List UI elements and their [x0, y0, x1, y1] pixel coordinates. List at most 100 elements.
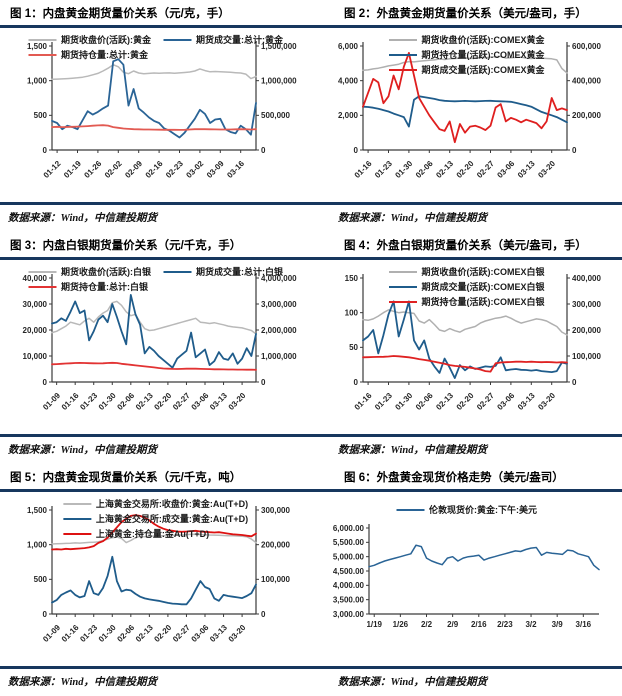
chart-3-title: 图 3：内盘白银期货量价关系（元/千克，手） [10, 240, 242, 252]
legend-entry: 期货成交量:总计:黄金 [163, 33, 283, 46]
svg-text:01-09: 01-09 [41, 623, 62, 644]
chart-3-plot: 0 10,000 20,000 30,000 40,000 0 1,000,000 2,000… [23, 274, 298, 412]
series-line [51, 533, 257, 545]
series-line [51, 124, 257, 131]
svg-text:02-16: 02-16 [144, 159, 165, 180]
svg-text:3/16: 3/16 [576, 620, 592, 629]
chart-5-legend: 上海黄金交易所:收盘价:黄金:Au(T+D) 上海黄金交易所:成交量:黄金:Au(… [62, 496, 248, 541]
svg-text:1/19: 1/19 [366, 620, 382, 629]
svg-text:01-16: 01-16 [60, 391, 81, 412]
svg-text:100,000: 100,000 [261, 575, 290, 584]
svg-text:03-06: 03-06 [190, 623, 211, 644]
series-line [362, 95, 568, 128]
svg-text:2,000: 2,000 [338, 111, 359, 120]
svg-text:03-06: 03-06 [495, 159, 516, 180]
legend-row: 期货收盘价(活跃):COMEX白银 [388, 264, 545, 279]
legend-entry: 期货持仓量(活跃):COMEX白银 [388, 295, 545, 308]
series-line [362, 309, 568, 336]
legend-entry: 期货收盘价(活跃):白银 [28, 265, 151, 278]
legend-line-swatch [28, 38, 56, 41]
svg-text:400,000: 400,000 [572, 76, 601, 85]
svg-text:200,000: 200,000 [261, 540, 290, 549]
svg-text:0: 0 [261, 610, 266, 619]
legend-row: 期货收盘价(活跃):黄金 期货成交量:总计:黄金 [28, 32, 283, 47]
svg-text:0: 0 [354, 146, 359, 155]
chart-5-plot: 0 500 1,000 1,500 0 100,000 200,000 300,000 01-0… [27, 506, 291, 644]
legend-entry: 伦敦现货价:黄金:下午:美元 [396, 503, 537, 516]
series-line [51, 555, 257, 606]
legend-row: 上海黄金交易所:收盘价:黄金:Au(T+D) [62, 496, 248, 511]
legend-row: 期货收盘价(活跃):COMEX黄金 [388, 32, 545, 47]
legend-label: 期货成交量(活跃):COMEX黄金 [421, 65, 545, 75]
series-line [51, 300, 257, 335]
svg-text:03-20: 03-20 [227, 623, 248, 644]
svg-text:100: 100 [345, 308, 359, 317]
svg-text:4,000,000: 4,000,000 [261, 274, 297, 283]
series-line [362, 300, 568, 379]
svg-text:300,000: 300,000 [572, 300, 601, 309]
svg-text:30,000: 30,000 [23, 300, 48, 309]
svg-text:01-16: 01-16 [353, 159, 374, 180]
svg-text:1,500,000: 1,500,000 [261, 42, 297, 51]
legend-label: 伦敦现货价:黄金:下午:美元 [429, 505, 537, 515]
source-row-2: 数据来源：Wind，中信建投期货 数据来源：Wind，中信建投期货 [0, 434, 622, 464]
svg-text:0: 0 [43, 146, 48, 155]
svg-text:01-30: 01-30 [97, 623, 118, 644]
svg-text:02-13: 02-13 [134, 391, 155, 412]
svg-text:01-12: 01-12 [42, 159, 63, 180]
svg-text:6,000.00: 6,000.00 [333, 524, 365, 533]
svg-text:1,000: 1,000 [27, 76, 48, 85]
svg-text:02-02: 02-02 [103, 159, 124, 180]
svg-text:2/9: 2/9 [447, 620, 459, 629]
source-note: 数据来源：Wind，中信建投期货 [338, 677, 487, 688]
legend-label: 期货成交量:总计:黄金 [196, 35, 283, 45]
legend-line-swatch [28, 53, 56, 56]
svg-text:01-30: 01-30 [97, 391, 118, 412]
source-row-3: 数据来源：Wind，中信建投期货 数据来源：Wind，中信建投期货 [0, 666, 622, 696]
chart-4-legend: 期货收盘价(活跃):COMEX白银 期货成交量(活跃):COMEX白银 期货持仓量(… [388, 264, 545, 309]
legend-line-swatch [163, 270, 191, 273]
chart-2-panel: 0 2,000 4,000 6,000 0 200,000 400,000 600,000 01… [311, 30, 622, 202]
title-row-1: 图 1：内盘黄金期货量价关系（元/克，手） 图 2：外盘黄金期货量价关系（美元/… [0, 0, 622, 28]
svg-text:1,000: 1,000 [27, 540, 48, 549]
legend-entry: 上海黄金:持仓量:金Au(T+D) [62, 527, 209, 540]
legend-line-swatch [28, 270, 56, 273]
chart-6-panel: 3,000.00 3,500.00 4,000.00 4,500.00 5,000.00… [311, 494, 622, 666]
chart-3-panel: 0 10,000 20,000 30,000 40,000 0 1,000,000 2,000… [0, 262, 311, 434]
chart-5-title: 图 5：内盘黄金现货量价关系（元/千克，吨） [10, 472, 242, 484]
legend-row: 期货成交量(活跃):COMEX黄金 [388, 62, 545, 77]
svg-text:50: 50 [349, 343, 358, 352]
svg-text:03-13: 03-13 [208, 623, 229, 644]
series-line [51, 361, 257, 371]
series-line [51, 294, 257, 369]
svg-text:2/16: 2/16 [471, 620, 487, 629]
legend-line-swatch [388, 53, 417, 56]
legend-line-swatch [388, 270, 417, 273]
svg-text:20,000: 20,000 [23, 326, 48, 335]
svg-text:01-26: 01-26 [82, 159, 103, 180]
legend-line-swatch [163, 38, 191, 41]
title-row-2: 图 3：内盘白银期货量价关系（元/千克，手） 图 4：外盘白银期货量价关系（美元… [0, 232, 622, 260]
svg-text:100,000: 100,000 [572, 352, 601, 361]
svg-text:500: 500 [34, 575, 48, 584]
source-note: 数据来源：Wind，中信建投期货 [8, 445, 157, 456]
legend-label: 期货收盘价(活跃):黄金 [61, 35, 151, 45]
svg-text:0: 0 [43, 378, 48, 387]
svg-text:02-13: 02-13 [134, 623, 155, 644]
charts-row-1: 0 500 1,000 1,500 0 500,000 1,000,000 1,500,000… [0, 28, 622, 202]
svg-text:01-30: 01-30 [393, 159, 414, 180]
svg-text:03-13: 03-13 [208, 391, 229, 412]
chart-6-title: 图 6：外盘黄金现货价格走势（美元/盎司） [344, 472, 564, 484]
legend-line-swatch [388, 38, 417, 41]
chart-3-legend: 期货收盘价(活跃):白银 期货成交量:总计:白银 期货持仓量:总计:白银 [28, 264, 283, 294]
svg-text:500: 500 [34, 111, 48, 120]
svg-text:0: 0 [261, 146, 266, 155]
legend-line-swatch [62, 517, 91, 520]
series-line [51, 514, 257, 551]
svg-text:03-02: 03-02 [184, 159, 205, 180]
svg-text:3,500.00: 3,500.00 [333, 595, 365, 604]
svg-text:0: 0 [43, 610, 48, 619]
series-line [51, 63, 257, 81]
svg-text:03-09: 03-09 [205, 159, 226, 180]
title-row-3: 图 5：内盘黄金现货量价关系（元/千克，吨） 图 6：外盘黄金现货价格走势（美元… [0, 464, 622, 492]
